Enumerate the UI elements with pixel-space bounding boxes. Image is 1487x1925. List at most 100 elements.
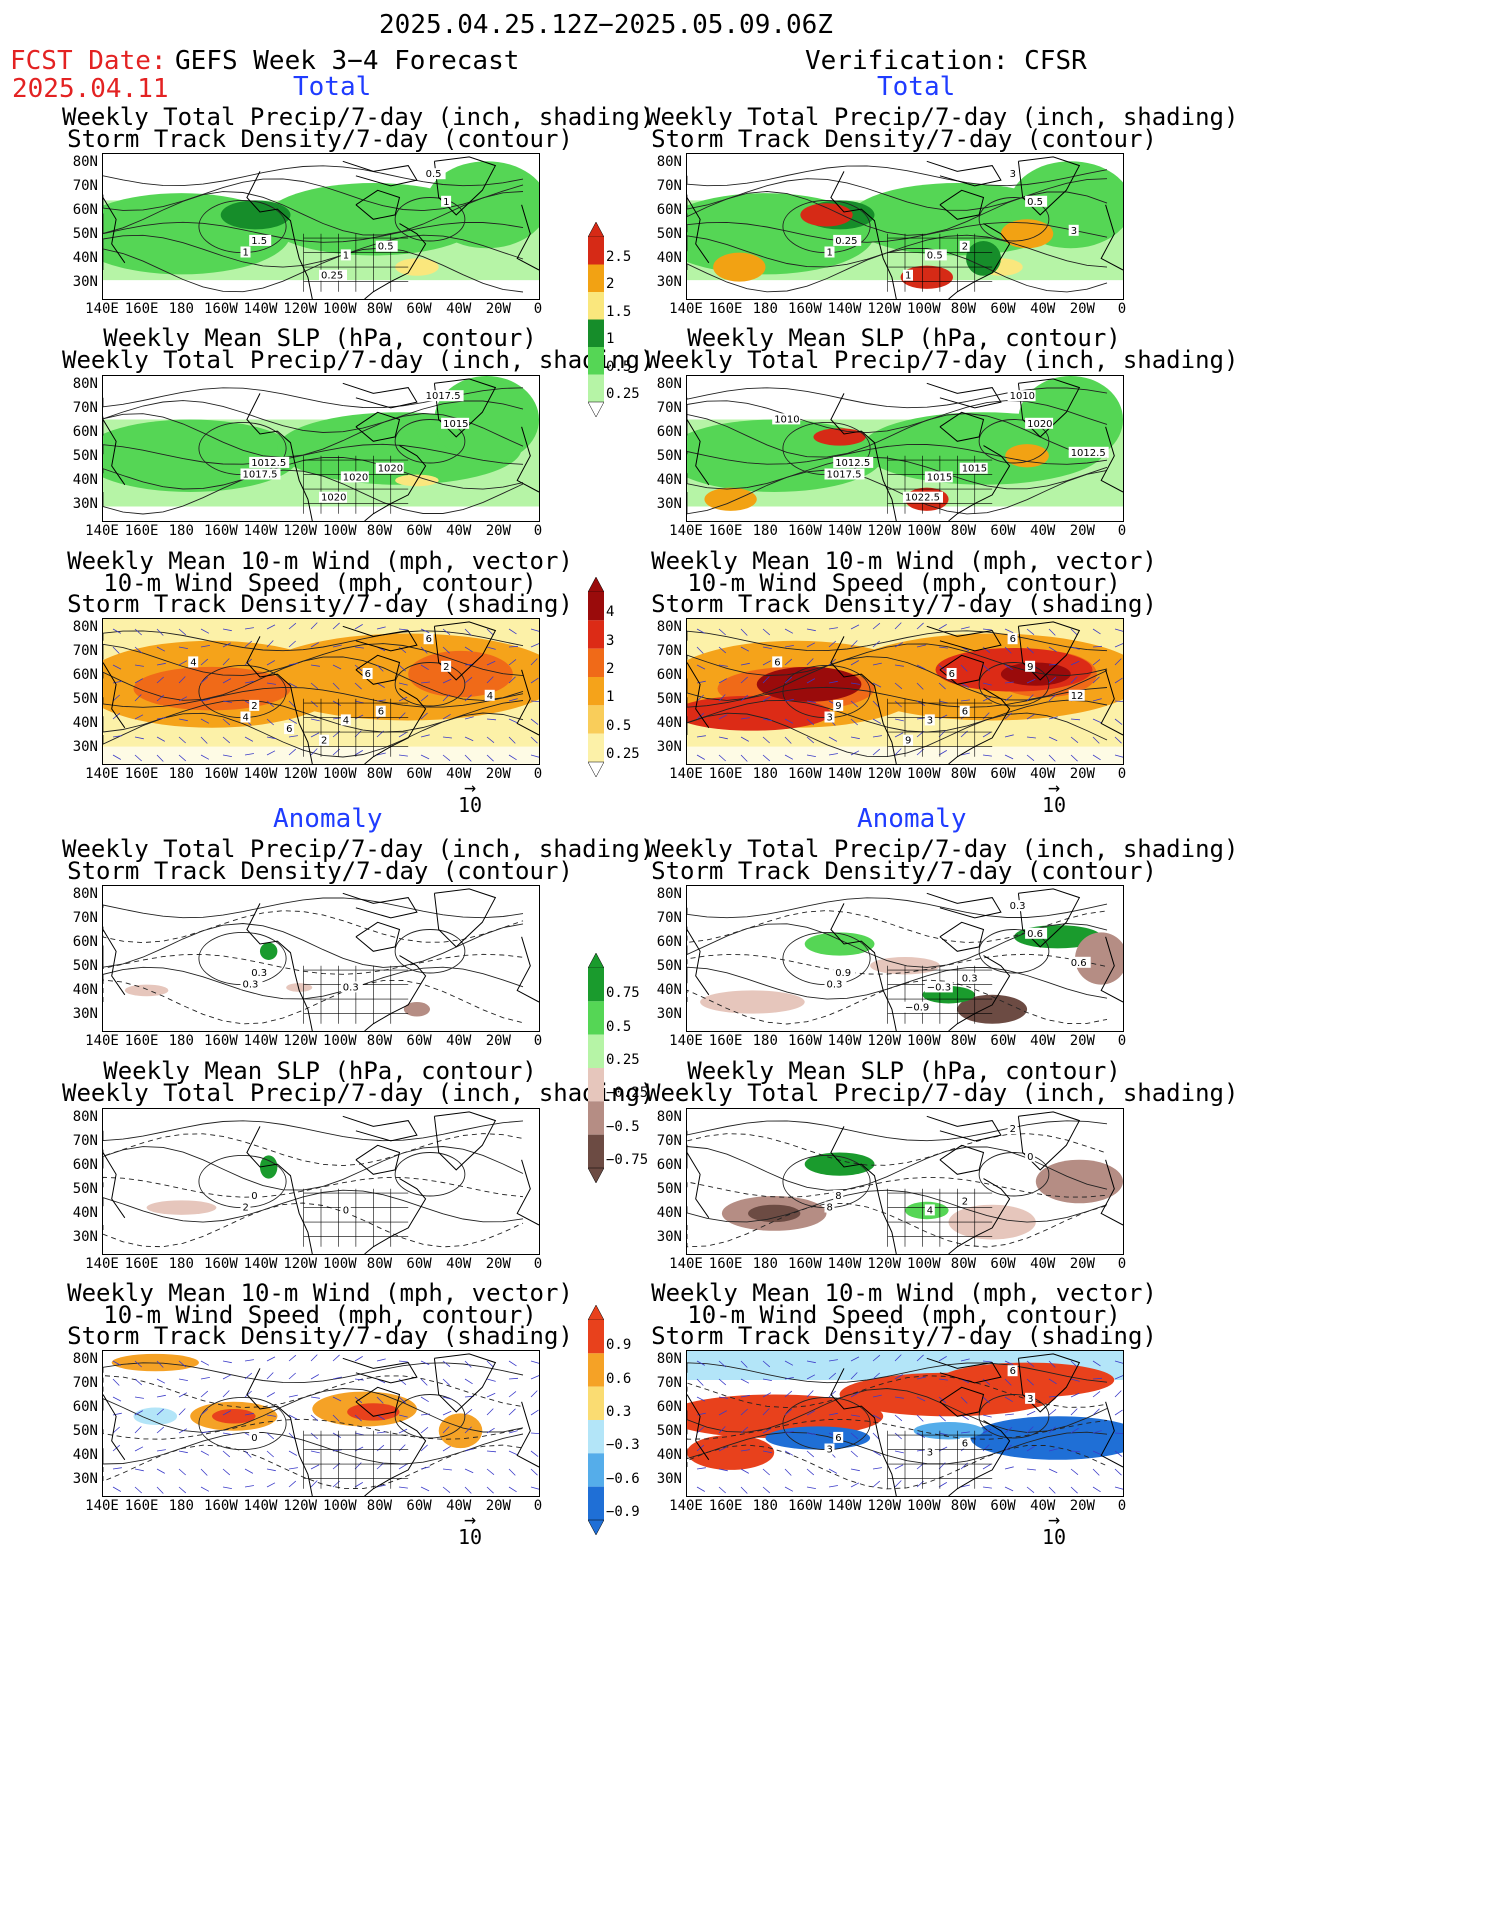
shading-layer [687,1351,1123,1470]
lon-tick-label: 140E [85,523,119,539]
contour-value-label: 6 [365,669,371,680]
state-borders [887,455,993,514]
lon-tick-label: 40W [446,523,472,539]
vector-reference-value: 10 [1041,793,1067,817]
colorbar-tick-label: 2 [606,276,615,292]
lat-tick-label: 40N [656,981,682,998]
lon-tick-label: 40W [1030,1498,1056,1514]
lat-tick-label: 30N [656,273,682,290]
coastline-layer [687,156,1123,299]
lon-tick-label: 0 [533,301,543,317]
lon-tick-label: 160E [124,301,159,317]
lon-tick-label: 40W [446,766,472,782]
contour-value-label: 6 [962,707,968,718]
lon-tick-label: 40W [446,301,472,317]
contour-layer [103,165,524,293]
contour-value-label: 6 [949,669,955,680]
panel-title-line: Weekly Mean SLP (hPa, contour) [103,324,537,352]
colorbar-tick-label: 0.25 [606,1052,640,1068]
contour-value-label: 6 [774,657,780,668]
contour-value-label: 0.5 [1027,197,1043,208]
panel-title-line: Weekly Total Precip/7-day (inch, shading… [62,835,655,863]
lon-tick-label: 80W [366,1033,393,1049]
panel-title-line: Weekly Total Precip/7-day (inch, shading… [62,1078,655,1107]
map-panel-l6: 0 [102,1350,540,1497]
lon-tick-label: 120W [283,1033,318,1049]
lat-tick-label: 30N [656,495,682,512]
lon-tick-label: 120W [867,1256,902,1272]
panel-title-line: 10-m Wind Speed (mph, contour) [687,1300,1121,1329]
map-panel-r2: 1012.5 1017.5 1015 1015 1010 1020 1022.5 1012.5… [686,375,1124,522]
lon-tick-label: 140W [243,1256,278,1272]
lon-tick-label: 180 [168,766,194,782]
panel-title-line: Storm Track Density/7-day (contour) [651,856,1157,885]
coastline-layer [687,888,1123,1031]
lon-tick-label: 20W [485,1033,511,1049]
contour-value-label: 0.25 [321,271,343,282]
lat-tick-label: 50N [72,1180,98,1197]
panel-title-line: Storm Track Density/7-day (shading) [67,1322,573,1350]
lon-tick-label: 120W [283,1498,318,1514]
lat-tick-label: 50N [72,690,98,707]
contour-value-label: 9 [1027,662,1033,673]
panel-title-line: Weekly Mean 10-m Wind (mph, vector) [67,1279,573,1307]
contour-value-label: 1010 [774,414,799,425]
panel-title-line: Weekly Mean 10-m Wind (mph, vector) [651,547,1157,575]
contour-value-label: 8 [835,1191,841,1202]
lon-tick-label: 160E [124,766,159,782]
contour-value-label: 4 [927,1205,933,1216]
lon-tick-label: 140W [827,1256,862,1272]
lat-tick-label: 50N [656,957,682,974]
lat-tick-label: 70N [656,909,682,926]
colorbar-precip-anom [587,952,605,1187]
lon-tick-label: 140E [669,523,703,539]
lat-tick-label: 60N [72,933,98,950]
lat-tick-label: 80N [72,1351,98,1367]
coastline-layer [103,1111,539,1254]
contour-value-label: −0.9 [905,1003,929,1014]
colorbar-tick-label: 1.5 [606,303,632,320]
contour-value-label: 2 [443,662,449,673]
vector-reference-arrow: → [463,1507,477,1531]
colorbar-tick-label: 1 [606,689,615,706]
lon-tick-label: 140W [827,301,862,317]
panel-title-line: Weekly Total Precip/7-day (inch, shading… [646,1078,1239,1107]
lon-tick-label: 140W [827,1498,862,1514]
lat-tick-label: 50N [72,957,98,974]
contour-layer [103,1120,524,1248]
colorbar-tick-label: 4 [606,604,615,621]
vector-reference-arrow: → [463,775,477,799]
contour-value-label: 6 [962,1439,968,1450]
lon-tick-label: 180 [752,301,778,317]
lon-tick-label: 140W [827,766,862,782]
lon-tick-label: 40W [1030,1033,1056,1049]
lat-tick-label: 30N [72,738,98,755]
lon-tick-label: 180 [168,1498,194,1514]
lon-tick-label: 140E [669,766,703,782]
panel-title-line: Weekly Total Precip/7-day (inch, shading… [62,345,655,374]
lat-tick-label: 60N [72,423,98,440]
lon-tick-label: 80W [366,1498,393,1514]
lat-tick-label: 60N [656,666,682,683]
vector-reference-value: 10 [457,793,483,817]
contour-value-label: 0.3 [827,980,843,991]
lat-tick-label: 40N [72,981,98,998]
colorbar-tick-label: −0.25 [606,1085,649,1102]
lon-tick-label: 120W [283,523,318,539]
panel-title-line: Weekly Total Precip/7-day (inch, shading… [646,103,1239,131]
colorbar-tick-label: −0.75 [606,1152,649,1168]
lon-tick-label: 20W [1069,1498,1095,1514]
contour-layer [687,165,1108,293]
lon-tick-label: 160W [788,301,822,317]
colorbar-tick-label: 2 [606,661,615,677]
state-borders [303,698,409,757]
contour-value-label: 3 [927,1447,933,1458]
lon-tick-label: 160W [204,1033,238,1049]
contour-value-label: −0.3 [927,982,951,993]
contour-value-label: 1020 [343,472,368,483]
lon-tick-label: 0 [533,1033,543,1049]
lon-tick-label: 0 [533,766,543,782]
lon-tick-label: 20W [1069,766,1095,782]
lon-tick-label: 160W [204,523,238,539]
